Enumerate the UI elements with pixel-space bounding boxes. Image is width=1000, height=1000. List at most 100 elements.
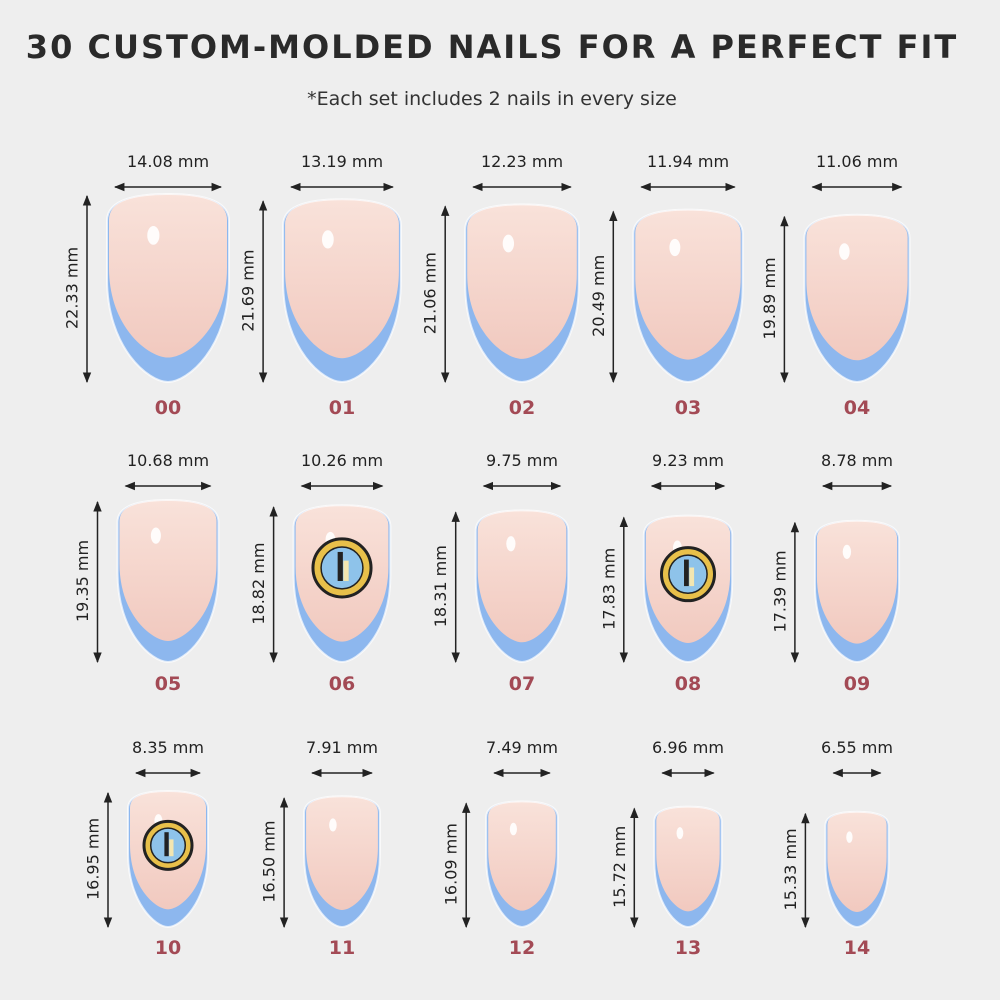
- highlight: [150, 527, 161, 544]
- highlight: [842, 544, 852, 559]
- nail-bed: [285, 199, 399, 359]
- nail-bed: [477, 510, 567, 643]
- nail: [803, 213, 911, 384]
- length-label: 16.09 mm: [442, 823, 461, 905]
- nail-bed: [827, 811, 887, 913]
- size-label: 12: [509, 937, 535, 959]
- nail: [303, 795, 381, 929]
- size-label: 03: [675, 397, 701, 419]
- nail-bed: [467, 204, 577, 359]
- nail-edge: [824, 810, 890, 929]
- highlight: [509, 822, 517, 836]
- size-label: 14: [844, 937, 870, 959]
- logo-tower: [684, 559, 689, 587]
- highlight: [839, 243, 850, 260]
- nail-edge: [127, 789, 209, 929]
- highlight: [147, 225, 160, 245]
- nail-bed: [306, 796, 378, 910]
- length-label: 21.69 mm: [239, 250, 258, 332]
- width-label: 6.55 mm: [821, 738, 893, 757]
- width-label: 8.35 mm: [132, 738, 204, 757]
- nail-bed: [119, 500, 217, 641]
- nail-bed: [635, 209, 741, 360]
- nail-edge: [282, 198, 402, 384]
- length-label: 18.82 mm: [249, 543, 268, 625]
- size-label: 01: [329, 397, 355, 419]
- nail-edge: [464, 203, 580, 384]
- nail: [464, 203, 580, 384]
- highlight: [502, 234, 515, 253]
- size-label: 13: [675, 937, 701, 959]
- nail-edge: [803, 213, 911, 384]
- nail-edge: [303, 795, 381, 929]
- size-label: 09: [844, 673, 870, 695]
- highlight: [669, 238, 681, 257]
- nail-edge: [485, 800, 559, 929]
- length-label: 16.95 mm: [84, 818, 103, 900]
- size-label: 05: [155, 673, 181, 695]
- nail: [642, 514, 734, 664]
- nail: [632, 208, 744, 384]
- nail: [824, 810, 890, 929]
- width-label: 11.06 mm: [816, 152, 898, 171]
- nail-edge: [653, 805, 723, 929]
- length-label: 21.06 mm: [421, 252, 440, 334]
- nail: [653, 805, 723, 929]
- logo-tower: [337, 551, 343, 581]
- size-label: 10: [155, 937, 181, 959]
- length-label: 20.49 mm: [589, 255, 608, 337]
- nail-bed: [656, 806, 720, 912]
- width-label: 8.78 mm: [821, 451, 893, 470]
- nail: [485, 800, 559, 929]
- nail-edge: [292, 504, 392, 664]
- nail-edge: [116, 498, 220, 664]
- nail: [292, 504, 392, 664]
- length-label: 17.83 mm: [599, 548, 618, 630]
- width-label: 13.19 mm: [301, 152, 383, 171]
- width-label: 14.08 mm: [127, 152, 209, 171]
- logo-tower-2: [169, 839, 174, 857]
- length-label: 19.35 mm: [73, 540, 92, 622]
- size-label: 07: [509, 673, 535, 695]
- nail: [116, 498, 220, 664]
- nail-edge: [642, 514, 734, 664]
- nail-bed: [816, 520, 898, 644]
- nail: [106, 192, 230, 384]
- title: 30 CUSTOM-MOLDED NAILS FOR A PERFECT FIT: [26, 28, 958, 66]
- length-label: 17.39 mm: [770, 550, 789, 632]
- width-label: 12.23 mm: [481, 152, 563, 171]
- subtitle: *Each set includes 2 nails in every size: [307, 88, 677, 110]
- width-label: 9.23 mm: [652, 451, 724, 470]
- highlight: [846, 831, 853, 843]
- nail-bed: [109, 194, 227, 358]
- length-label: 18.31 mm: [431, 545, 450, 627]
- nail: [474, 509, 570, 664]
- size-label: 08: [675, 673, 701, 695]
- width-label: 7.91 mm: [306, 738, 378, 757]
- nail: [813, 519, 901, 664]
- logo-tower-2: [343, 560, 349, 581]
- length-label: 15.33 mm: [781, 828, 800, 910]
- size-label: 11: [329, 937, 355, 959]
- nail-edge: [813, 519, 901, 664]
- size-label: 00: [155, 397, 181, 419]
- nail-edge: [474, 509, 570, 664]
- width-label: 10.26 mm: [301, 451, 383, 470]
- size-label: 04: [844, 397, 870, 419]
- nail: [282, 198, 402, 384]
- nail-edge: [632, 208, 744, 384]
- length-label: 22.33 mm: [63, 247, 82, 329]
- length-label: 15.72 mm: [610, 826, 629, 908]
- size-label: 02: [509, 397, 535, 419]
- highlight: [506, 536, 516, 552]
- size-label: 06: [329, 673, 355, 695]
- nail-bed: [488, 801, 556, 911]
- length-label: 19.89 mm: [760, 257, 779, 339]
- width-label: 7.49 mm: [486, 738, 558, 757]
- width-label: 11.94 mm: [647, 152, 729, 171]
- width-label: 10.68 mm: [127, 451, 209, 470]
- width-label: 9.75 mm: [486, 451, 558, 470]
- logo-tower: [164, 832, 169, 857]
